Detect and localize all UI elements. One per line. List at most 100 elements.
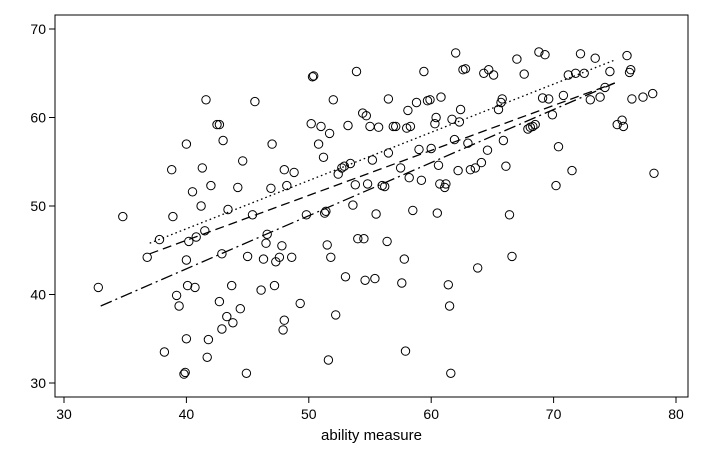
- data-points: [93, 47, 659, 379]
- data-point: [313, 139, 324, 149]
- x-tick-label: 70: [546, 406, 562, 422]
- data-point: [403, 105, 413, 116]
- data-point: [617, 115, 627, 125]
- data-point: [528, 121, 538, 132]
- data-point: [154, 234, 165, 245]
- data-point: [391, 121, 401, 132]
- data-point: [93, 282, 104, 293]
- data-point: [171, 290, 182, 301]
- data-point: [383, 94, 394, 104]
- data-point: [397, 278, 407, 288]
- data-point: [274, 252, 285, 262]
- data-point: [626, 65, 636, 75]
- data-point: [289, 167, 299, 178]
- y-tick-label: 40: [30, 287, 46, 303]
- data-point: [540, 50, 550, 60]
- data-point: [430, 119, 440, 129]
- data-point: [383, 148, 394, 158]
- data-point: [595, 92, 605, 102]
- data-point: [242, 251, 253, 262]
- data-point: [353, 234, 363, 244]
- data-point: [648, 88, 658, 99]
- data-point: [455, 104, 466, 115]
- data-point: [174, 301, 184, 311]
- data-point: [465, 165, 476, 175]
- data-point: [504, 210, 515, 220]
- data-point: [316, 121, 326, 132]
- data-point: [435, 179, 445, 189]
- axes: 30 40 50 60 70 80 30 40 50 60 70: [30, 21, 684, 422]
- data-point: [627, 94, 637, 104]
- data-point: [416, 175, 427, 186]
- data-point: [258, 254, 269, 264]
- x-tick-label: 80: [668, 406, 684, 422]
- data-point: [267, 139, 277, 149]
- data-point: [579, 68, 589, 79]
- data-point: [266, 183, 276, 194]
- data-point: [419, 66, 429, 77]
- data-point: [436, 92, 446, 102]
- y-tick-label: 70: [30, 21, 46, 37]
- data-point: [497, 94, 507, 104]
- data-point: [431, 112, 441, 123]
- data-point: [324, 128, 335, 139]
- data-point: [488, 70, 499, 80]
- data-point: [638, 92, 648, 102]
- data-point: [287, 252, 297, 262]
- data-point: [600, 82, 610, 93]
- data-point: [250, 96, 260, 107]
- data-point: [322, 240, 332, 250]
- data-point: [408, 205, 418, 216]
- data-point: [320, 208, 330, 218]
- data-point: [196, 201, 206, 211]
- data-point: [411, 97, 422, 108]
- data-point: [618, 121, 629, 132]
- data-point: [295, 298, 305, 309]
- data-point: [261, 238, 271, 248]
- data-point: [118, 211, 128, 222]
- data-point: [558, 90, 569, 101]
- data-point: [534, 47, 544, 57]
- data-point: [473, 263, 483, 273]
- data-point: [551, 180, 561, 191]
- x-axis-title: ability measure: [321, 427, 422, 444]
- data-point: [168, 211, 178, 222]
- data-point: [201, 95, 211, 105]
- data-point: [277, 241, 287, 251]
- data-point: [278, 325, 288, 335]
- data-point: [460, 64, 471, 74]
- data-point: [218, 135, 228, 146]
- data-point: [331, 310, 341, 320]
- data-point: [181, 255, 192, 265]
- data-point: [361, 111, 371, 121]
- data-point: [575, 49, 586, 59]
- data-point: [382, 236, 392, 247]
- data-point: [446, 368, 456, 378]
- data-point: [191, 232, 201, 242]
- data-point: [544, 94, 554, 104]
- data-point: [351, 66, 362, 77]
- data-point: [501, 161, 511, 171]
- data-point: [537, 93, 548, 103]
- data-point: [371, 209, 381, 219]
- data-point: [400, 346, 411, 356]
- data-point: [309, 71, 319, 81]
- data-point: [159, 347, 170, 357]
- data-point: [326, 252, 336, 262]
- data-point: [321, 206, 331, 217]
- data-point: [228, 318, 238, 328]
- data-point: [182, 280, 193, 291]
- data-point: [425, 95, 435, 105]
- data-point: [454, 117, 465, 127]
- data-point: [350, 180, 360, 190]
- data-point: [585, 95, 595, 105]
- fit-lines: [100, 59, 616, 307]
- data-point: [282, 180, 292, 191]
- data-point: [444, 301, 455, 311]
- data-point: [388, 121, 398, 132]
- data-point: [530, 119, 540, 130]
- data-point: [370, 273, 380, 284]
- data-point: [476, 157, 487, 168]
